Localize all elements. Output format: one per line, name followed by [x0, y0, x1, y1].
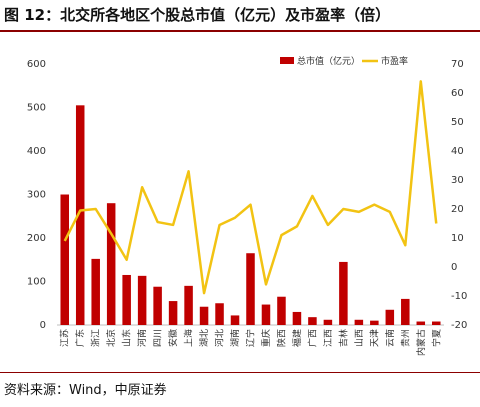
right-tick-label: -20	[451, 320, 467, 331]
category-labels: 江苏 广东 浙江 北京 山东 河南 四川 安徽 上海 湖北 河北 湖南 辽宁 重庆 陕西 福建 广西 江西 吉林 山西…	[59, 329, 443, 356]
category-label: 四川	[154, 329, 164, 347]
bar-湖北	[199, 306, 209, 325]
category-label: 贵州	[399, 329, 411, 347]
bar-云南	[385, 309, 395, 325]
bar-宁夏	[432, 321, 441, 325]
bar-天津	[370, 320, 379, 325]
category-label: 北京	[105, 329, 117, 347]
bar-山东	[122, 274, 131, 325]
legend-bar-swatch	[280, 57, 294, 64]
bar-四川	[153, 286, 162, 325]
category-label: 陕西	[275, 329, 287, 347]
pe-line	[63, 80, 438, 295]
bar-陕西	[277, 296, 286, 325]
bar-上海	[184, 285, 193, 325]
category-label: 江苏	[59, 329, 71, 347]
bar-浙江	[91, 258, 100, 325]
category-label: 辽宁	[245, 329, 257, 347]
category-label: 云南	[384, 329, 396, 347]
figure-title: 图 12：北交所各地区个股总市值（亿元）及市盈率（倍）	[4, 6, 391, 24]
bar-内蒙古	[416, 321, 426, 325]
category-label: 吉林	[337, 329, 349, 347]
right-tick-label: 0	[451, 262, 457, 273]
bar-山西	[354, 319, 364, 325]
right-tick-label: 60	[451, 88, 464, 99]
right-tick-label: 50	[451, 117, 464, 128]
category-label: 天津	[369, 329, 380, 347]
category-label: 安徽	[167, 329, 179, 347]
right-tick-label: 20	[451, 204, 464, 215]
category-label: 河南	[136, 329, 148, 347]
right-tick-label: 70	[451, 59, 464, 70]
left-tick-label: 500	[27, 103, 46, 114]
category-label: 山西	[354, 329, 365, 347]
category-label: 河北	[214, 329, 226, 347]
bar-辽宁	[246, 253, 255, 325]
category-label: 广东	[74, 329, 86, 347]
bar-北京	[106, 203, 116, 325]
category-label: 山东	[121, 329, 133, 347]
left-tick-label: 0	[40, 320, 46, 331]
left-axis-ticks: 0 100 200 300 400 500 600	[27, 59, 46, 331]
bar-河北	[215, 303, 224, 325]
bar-福建	[292, 311, 302, 325]
left-tick-label: 400	[27, 146, 46, 157]
category-label: 内蒙古	[415, 329, 427, 356]
category-label: 江西	[323, 329, 334, 347]
left-tick-label: 600	[27, 59, 46, 70]
bar-重庆	[261, 304, 271, 325]
category-label: 重庆	[260, 329, 272, 347]
category-label: 上海	[183, 329, 195, 347]
right-tick-label: -10	[451, 291, 467, 302]
legend: 总市值（亿元） 市盈率	[280, 55, 408, 67]
legend-bar-label: 总市值（亿元）	[297, 55, 360, 67]
source-divider	[0, 372, 480, 373]
left-tick-label: 100	[27, 277, 46, 288]
right-tick-label: 40	[451, 146, 464, 157]
right-tick-label: 10	[451, 233, 464, 244]
category-label: 湖南	[229, 329, 241, 347]
bar-吉林	[339, 261, 348, 325]
bar-江西	[323, 319, 333, 325]
category-label: 宁夏	[430, 329, 442, 347]
bar-湖南	[230, 315, 240, 325]
left-tick-label: 200	[27, 233, 46, 244]
bar-江苏	[60, 194, 69, 325]
category-label: 浙江	[90, 329, 102, 347]
bar-贵州	[401, 298, 410, 325]
left-tick-label: 300	[27, 190, 46, 201]
category-label: 福建	[291, 329, 303, 347]
chart: 0 100 200 300 400 500 600 -20 -10 0 10 20 30 40 50 60 7…	[27, 55, 467, 356]
category-label: 广西	[306, 329, 318, 347]
bar-河南	[137, 275, 147, 325]
right-axis-ticks: -20 -10 0 10 20 30 40 50 60 70	[451, 59, 467, 331]
right-tick-label: 30	[451, 175, 464, 186]
bar-广东	[75, 105, 85, 325]
bar-广西	[308, 317, 317, 325]
legend-line-label: 市盈率	[381, 55, 408, 67]
source-note: 资料来源：Wind，中原证券	[4, 383, 167, 398]
category-label: 湖北	[199, 329, 210, 347]
bar-安徽	[168, 301, 178, 325]
bars	[60, 105, 441, 325]
title-bar: 图 12：北交所各地区个股总市值（亿元）及市盈率（倍）	[0, 0, 480, 32]
